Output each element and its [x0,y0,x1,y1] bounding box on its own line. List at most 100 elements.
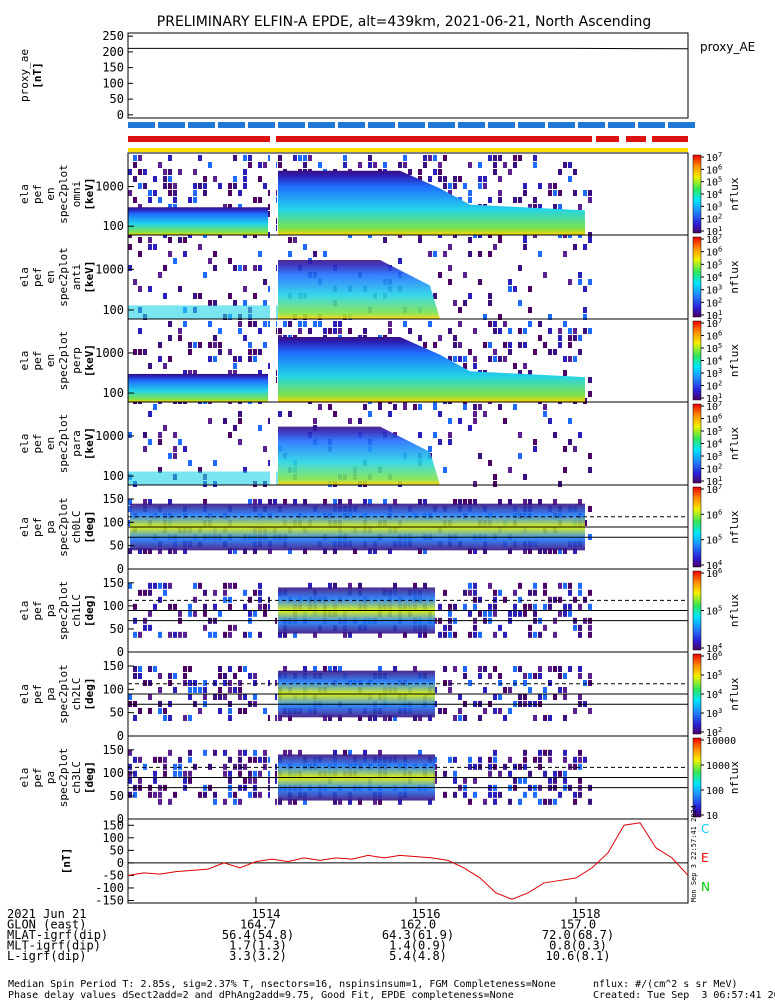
spectrum-pixel [473,764,477,770]
spectrum-pixel [568,356,572,362]
spectrum-pixel [263,750,267,756]
spectrum-pixel [243,750,247,756]
spectrum-pixel [168,632,172,638]
spectrum-pixel [238,321,242,327]
science-bar-segment [278,122,305,128]
spectrum-pixel [583,597,587,603]
spectrum-pixel [158,673,162,679]
spectrum-pixel [183,673,187,679]
spectrum-pixel [173,792,177,798]
spectrum-pixel [568,418,572,424]
spectrum-pixel [213,176,217,182]
spectrum-pixel [558,190,562,196]
spectrum-pixel [553,799,557,805]
spectrum-pixel [158,757,162,763]
pitch-angle-tick-label: 50 [110,789,124,803]
spectrum-pixel [323,328,327,334]
spectrum-pixel [183,632,187,638]
spectrum-pixel [578,432,582,438]
spectrum-pixel [453,666,457,672]
spectrum-pixel [228,771,232,777]
spectrum-pixel [188,342,192,348]
spectrum-pixel [308,155,312,161]
spectrum-pixel [578,279,582,285]
spectrum-pixel [493,694,497,700]
pitch-angle-tick-label: 100 [102,682,124,696]
yellow-bar [128,148,688,152]
spectrum-pixel [523,680,527,686]
spectrum-pixel [548,757,552,763]
spectrum-pixel [193,583,197,589]
pitch-angle-ylabel-6-line-3: spec2plot [57,581,70,641]
fgm-trace [128,823,688,899]
spectrum-pixel [488,356,492,362]
spectrogram-ylabel-2-line-2: en [44,270,57,283]
x-row-value: 3.3(3.2) [229,949,287,963]
spectrum-pixel [448,625,452,631]
spectrum-pixel [133,604,137,610]
spectrum-pixel [563,611,567,617]
spectrogram-ylabel-1-line-3: spec2plot [57,164,70,224]
colorbar-3 [693,321,701,400]
spectrum-pixel [548,418,552,424]
colorbar-tick-label: 102 [706,380,722,393]
spectrum-pixel [448,757,452,763]
spectrum-pixel [243,335,247,341]
spectrum-pixel [533,349,537,355]
science-bar-segment [218,122,245,128]
spectrum-pixel [468,590,472,596]
spectrum-pixel [493,321,497,327]
pitch-angle-ylabel-5-line-3: spec2plot [57,497,70,557]
spectrum-pixel [333,321,337,327]
proxy-ae-tick-label: 250 [102,29,124,43]
spectrum-pixel [473,597,477,603]
colorbar-tick-label: 103 [706,450,722,463]
spectrum-pixel [578,349,582,355]
spectrum-pixel [253,792,257,798]
spectrum-pixel [513,778,517,784]
colorbar-tick-label: 105 [706,176,722,189]
spectrum-pixel [158,583,162,589]
spectrum-pixel [133,673,137,679]
spectrum-pixel [438,335,442,341]
spectrum-pixel [563,162,567,168]
spectrogram-ylabel-1-line-0: ela [18,184,31,204]
spectrum-pixel [183,666,187,672]
spectrum-pixel [458,176,462,182]
fgm-frame [128,819,688,903]
spectrum-pixel [223,597,227,603]
spectrum-pixel [213,335,217,341]
spectrum-pixel [233,356,237,362]
spectrum-pixel [263,162,267,168]
spectrum-pixel [248,342,252,348]
spectrum-pixel [233,176,237,182]
spectrum-pixel [568,162,572,168]
spectrum-pixel [398,162,402,168]
spectrum-pixel [218,687,222,693]
spectrum-pixel [588,453,592,459]
spectrum-pixel [133,279,137,285]
spectrum-pixel [503,632,507,638]
spectrum-pixel [523,792,527,798]
spectrum-pixel [203,694,207,700]
spectrum-pixel [503,418,507,424]
data-gap [270,402,276,485]
colorbar-tick-label: 106 [706,508,722,521]
spectrum-pixel [178,328,182,334]
spectrum-pixel [223,590,227,596]
spectrum-pixel [518,764,522,770]
spectrum-pixel [578,792,582,798]
spectrum-pixel [358,162,362,168]
spectrum-pixel [168,680,172,686]
spectrum-pixel [488,293,492,299]
spectrum-pixel [153,771,157,777]
spectrum-pixel [548,778,552,784]
colorbar-tick-label: 105 [706,425,722,438]
spectrum-pixel [213,680,217,686]
spectrum-pixel [478,404,482,410]
spectrum-pixel [338,321,342,327]
spectrum-pixel [378,404,382,410]
spectrum-pixel [498,190,502,196]
spectrum-pixel [483,611,487,617]
